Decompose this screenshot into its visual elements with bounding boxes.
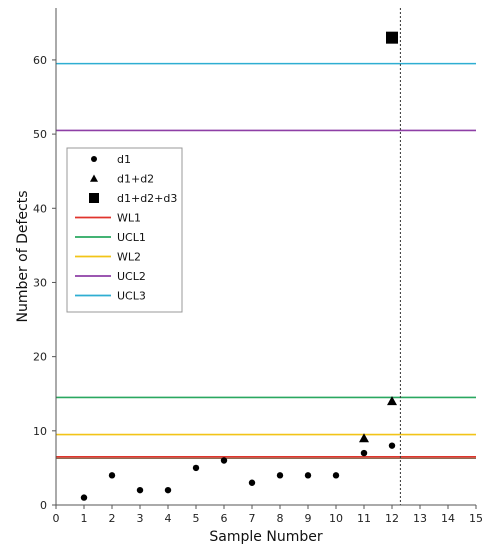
- x-tick-label: 9: [305, 512, 312, 525]
- y-tick-label: 10: [33, 425, 47, 438]
- legend-label: d1+d2: [117, 173, 154, 186]
- legend-label: WL2: [117, 251, 141, 264]
- point-d1-d2-d3: [386, 31, 398, 44]
- x-tick-label: 15: [469, 512, 483, 525]
- y-tick-label: 40: [33, 202, 47, 215]
- point-d1-d2: [387, 396, 397, 406]
- point-d1: [248, 479, 256, 486]
- y-tick-label: 30: [33, 276, 47, 289]
- control-limit-lines: [56, 8, 476, 505]
- legend-label: WL1: [117, 212, 141, 225]
- point-d1: [108, 472, 116, 479]
- x-tick-label: 14: [441, 512, 455, 525]
- legend-label: d1+d2+d3: [117, 192, 177, 205]
- legend-label: d1: [117, 153, 131, 166]
- legend: d1 d1+d2 d1+d2+d3 WL1 UCL1 WL2 UCL2 UCL3: [66, 147, 183, 313]
- x-tick-label: 8: [277, 512, 284, 525]
- x-tick-label: 11: [357, 512, 371, 525]
- x-tick-label: 12: [385, 512, 399, 525]
- y-tick-label: 0: [40, 499, 47, 512]
- x-tick-label: 6: [221, 512, 228, 525]
- x-tick-label: 4: [165, 512, 172, 525]
- point-d1: [360, 449, 368, 457]
- point-d1: [164, 486, 172, 494]
- x-tick-label: 10: [329, 512, 343, 525]
- data-points: [80, 31, 398, 501]
- point-d1: [388, 442, 396, 449]
- point-d1: [136, 486, 144, 494]
- x-axis-title: Sample Number: [209, 529, 322, 545]
- y-tick-label: 60: [33, 54, 47, 67]
- point-d1: [332, 472, 340, 479]
- y-axis-title: Number of Defects: [15, 190, 31, 322]
- x-tick-label: 7: [249, 512, 256, 525]
- x-tick-label: 13: [413, 512, 427, 525]
- point-d1: [276, 472, 284, 479]
- legend-label: UCL3: [117, 290, 146, 303]
- legend-marker-d1-d2-d3: [89, 193, 99, 203]
- point-d1-d2: [359, 433, 369, 443]
- point-d1: [220, 457, 228, 464]
- legend-marker-d1: [91, 156, 97, 162]
- y-tick-label: 20: [33, 351, 47, 364]
- x-tick-label: 1: [81, 512, 88, 525]
- point-d1: [80, 494, 88, 501]
- y-tick-label: 50: [33, 128, 47, 141]
- legend-marker-d1-d2: [90, 174, 98, 182]
- legend-label: UCL2: [117, 270, 146, 283]
- legend-label: UCL1: [117, 231, 146, 244]
- x-tick-label: 3: [137, 512, 144, 525]
- x-tick-label: 5: [193, 512, 200, 525]
- point-d1: [304, 472, 312, 479]
- x-tick-label: 2: [109, 512, 116, 525]
- point-d1: [192, 464, 200, 472]
- x-tick-label: 0: [53, 512, 60, 525]
- legend-box: [66, 147, 183, 313]
